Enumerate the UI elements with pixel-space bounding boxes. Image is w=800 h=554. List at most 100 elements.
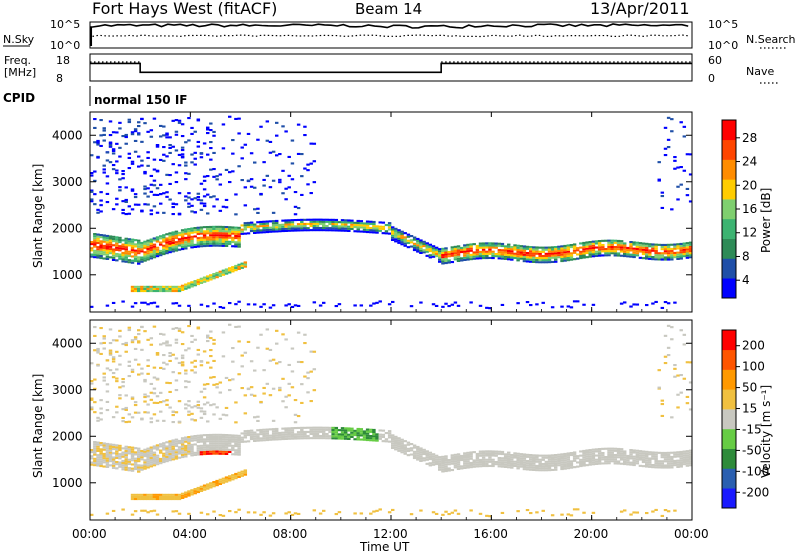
power-cell — [202, 230, 207, 233]
power-cell — [632, 251, 636, 254]
power-cell — [137, 121, 141, 124]
power-cell — [155, 238, 160, 241]
power-cell — [221, 242, 226, 245]
power-cell — [209, 168, 213, 171]
power-cell — [130, 242, 135, 245]
power-cell — [478, 250, 483, 253]
velocity-cell — [438, 468, 442, 471]
power-cell — [199, 238, 204, 241]
power-cell — [369, 222, 373, 225]
velocity-cell — [202, 488, 207, 491]
power-cell — [387, 222, 392, 225]
power-cell — [535, 246, 539, 249]
velocity-cell — [90, 449, 94, 452]
velocity-cell — [566, 513, 571, 516]
power-cell — [441, 260, 445, 263]
velocity-cell — [538, 467, 542, 470]
velocity-cell — [165, 447, 169, 450]
power-cell — [576, 253, 580, 256]
power-colorbar-swatch — [722, 238, 736, 259]
velocity-cell — [300, 431, 304, 434]
power-cell — [472, 251, 476, 254]
velocity-cell — [111, 357, 116, 360]
velocity-cell — [121, 466, 125, 469]
power-cell — [300, 223, 304, 226]
velocity-cell — [240, 470, 244, 473]
velocity-colorbar-swatch — [722, 349, 736, 370]
velocity-cell — [130, 450, 135, 453]
velocity-cell — [212, 448, 216, 451]
velocity-cell — [365, 430, 370, 433]
velocity-cell — [99, 448, 103, 451]
velocity-cell — [234, 472, 238, 475]
power-cell — [485, 246, 489, 249]
velocity-cell — [124, 447, 128, 450]
power-cell — [111, 235, 116, 238]
power-cell — [221, 230, 226, 233]
power-cell — [334, 305, 339, 308]
velocity-cell — [184, 369, 188, 372]
y-tick-label: 2000 — [52, 429, 83, 443]
power-cell — [535, 256, 539, 259]
power-cell — [149, 287, 154, 290]
velocity-cell — [663, 456, 668, 459]
power-cell — [159, 237, 163, 240]
power-cell — [115, 238, 119, 241]
velocity-cell — [271, 512, 276, 515]
power-cell — [416, 240, 420, 243]
velocity-cell — [137, 498, 141, 501]
velocity-cell — [632, 461, 636, 464]
power-cell — [597, 246, 602, 249]
power-cell — [209, 276, 213, 279]
power-colorbar-tick-label: 16 — [742, 202, 757, 216]
velocity-cell — [124, 464, 128, 467]
velocity-cell — [497, 463, 502, 466]
power-cell — [162, 146, 166, 149]
velocity-cell — [180, 453, 185, 456]
velocity-cell — [488, 456, 492, 459]
velocity-cell — [494, 454, 498, 457]
velocity-cell — [591, 457, 596, 460]
power-cell — [237, 243, 241, 246]
velocity-cell — [259, 333, 263, 336]
velocity-cell — [127, 326, 132, 329]
power-cell — [93, 193, 97, 196]
power-cell — [159, 135, 163, 138]
power-cell — [253, 223, 257, 226]
power-cell — [688, 200, 693, 203]
power-cell — [221, 205, 226, 208]
power-cell — [152, 168, 157, 171]
velocity-cell — [159, 443, 163, 446]
velocity-cell — [281, 431, 285, 434]
velocity-cell — [90, 362, 94, 365]
velocity-cell — [171, 454, 175, 457]
velocity-cell — [322, 432, 326, 435]
velocity-cell — [281, 433, 285, 436]
velocity-cell — [472, 459, 476, 462]
freq-panel: Freq. [MHz] 18 8 60 0 Nave — [4, 53, 780, 85]
power-cell — [513, 246, 517, 249]
power-cell — [209, 141, 213, 144]
power-cell — [96, 241, 100, 244]
velocity-cell — [663, 466, 668, 469]
power-cell — [682, 169, 687, 172]
power-cell — [196, 278, 201, 281]
power-cell — [202, 226, 207, 229]
velocity-cell — [328, 428, 332, 431]
velocity-cell — [293, 433, 298, 436]
velocity-cell — [143, 461, 147, 464]
power-cell — [657, 161, 661, 164]
velocity-cell — [209, 448, 213, 451]
power-cell — [525, 258, 530, 261]
velocity-cell — [124, 466, 128, 469]
velocity-cell — [529, 512, 533, 515]
velocity-cell — [538, 462, 542, 465]
power-cell — [384, 230, 389, 233]
velocity-cell — [206, 361, 210, 364]
power-cell — [102, 238, 106, 241]
velocity-cell — [137, 333, 141, 336]
power-cell — [146, 250, 150, 253]
power-cell — [522, 249, 527, 252]
velocity-colorbar-swatch — [722, 389, 736, 410]
velocity-cell — [99, 327, 103, 330]
